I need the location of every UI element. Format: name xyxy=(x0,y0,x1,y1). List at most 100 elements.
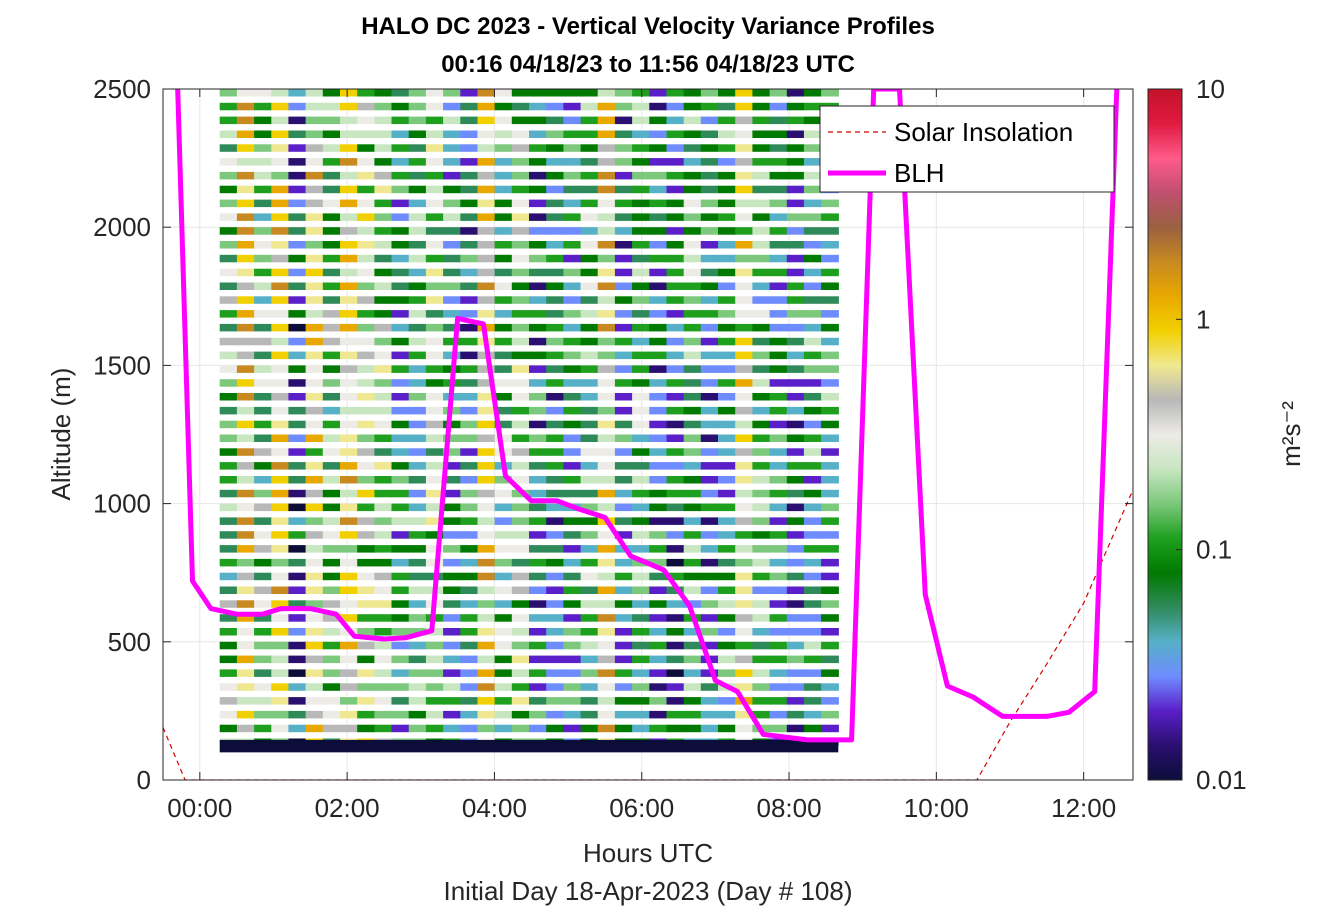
heatmap-cell xyxy=(219,600,238,608)
heatmap-cell xyxy=(357,199,375,208)
heatmap-cell xyxy=(700,379,719,387)
heatmap-cell xyxy=(374,116,393,125)
heatmap-cell xyxy=(477,130,496,138)
heatmap-cell xyxy=(752,213,771,221)
heatmap-cell xyxy=(236,614,255,622)
heatmap-cell xyxy=(322,655,341,664)
heatmap-cell xyxy=(477,724,496,733)
heatmap-cell xyxy=(511,199,530,208)
heatmap-cell xyxy=(580,116,599,125)
heatmap-cell xyxy=(219,337,238,346)
heatmap-cell xyxy=(803,545,822,553)
heatmap-cell xyxy=(614,503,633,512)
heatmap-cell xyxy=(477,282,496,290)
legend-box xyxy=(819,105,1115,193)
heatmap-cell xyxy=(666,268,685,277)
heatmap-cell xyxy=(735,227,753,235)
heatmap-cell xyxy=(529,351,547,360)
heatmap-cell xyxy=(271,227,290,235)
heatmap-cell xyxy=(408,241,427,249)
heatmap-cell xyxy=(357,420,375,429)
heatmap-cell xyxy=(322,351,341,360)
heatmap-cell xyxy=(752,227,771,235)
heatmap-cell xyxy=(786,462,805,470)
heatmap-cell xyxy=(254,393,272,401)
heatmap-cell xyxy=(219,185,238,194)
heatmap-cell xyxy=(494,365,513,373)
heatmap-cell xyxy=(821,268,839,277)
heatmap-cell xyxy=(340,323,358,332)
heatmap-cell xyxy=(460,337,479,346)
heatmap-cell xyxy=(529,600,547,608)
heatmap-cell xyxy=(357,489,375,498)
heatmap-cell xyxy=(649,337,668,346)
heatmap-cell xyxy=(563,102,582,111)
heatmap-cell xyxy=(408,669,427,677)
heatmap-cell xyxy=(769,641,788,650)
heatmap-cell xyxy=(391,406,410,415)
heatmap-cell xyxy=(322,558,341,567)
heatmap-cell xyxy=(700,420,719,429)
heatmap-cell xyxy=(511,724,530,733)
heatmap-cell xyxy=(477,268,496,277)
heatmap-cell xyxy=(683,102,702,111)
heatmap-cell xyxy=(236,558,255,567)
heatmap-cell xyxy=(340,614,358,622)
heatmap-cell xyxy=(735,545,753,553)
heatmap-cell xyxy=(408,213,427,221)
heatmap-cell xyxy=(391,697,410,705)
heatmap-cell xyxy=(666,296,685,304)
heatmap-cell xyxy=(649,531,668,539)
heatmap-cell xyxy=(271,655,290,664)
heatmap-cell xyxy=(580,600,599,608)
heatmap-cell xyxy=(700,337,719,346)
heatmap-cell xyxy=(391,282,410,290)
heatmap-cell xyxy=(219,116,238,125)
heatmap-cell xyxy=(340,268,358,277)
heatmap-cell xyxy=(529,572,547,581)
heatmap-cell xyxy=(752,171,771,180)
heatmap-cell xyxy=(786,655,805,664)
colorbar-tick-label-1: 0.1 xyxy=(1196,535,1232,565)
heatmap-cell xyxy=(649,448,668,456)
heatmap-cell xyxy=(803,282,822,290)
heatmap-cell xyxy=(219,296,238,304)
heatmap-cell xyxy=(374,697,393,705)
series-line-solar-insolation xyxy=(163,489,1133,780)
heatmap-cell xyxy=(786,102,805,111)
heatmap-cell xyxy=(374,254,393,263)
heatmap-cell xyxy=(786,558,805,567)
heatmap-cell xyxy=(340,669,358,677)
heatmap-cell xyxy=(752,185,771,194)
heatmap-cell xyxy=(563,254,582,263)
heatmap-cell xyxy=(614,683,633,691)
heatmap-cell xyxy=(803,462,822,470)
heatmap-cell xyxy=(700,614,719,622)
heatmap-cell xyxy=(563,213,582,221)
heatmap-cell xyxy=(700,476,719,484)
heatmap-cell xyxy=(494,476,513,484)
heatmap-cell xyxy=(374,241,393,249)
heatmap-cell xyxy=(254,213,272,221)
heatmap-cell xyxy=(357,517,375,525)
heatmap-cell xyxy=(477,420,496,429)
heatmap-cell xyxy=(374,517,393,525)
heatmap-cell xyxy=(374,185,393,194)
heatmap-cell xyxy=(236,710,255,719)
heatmap-cell xyxy=(529,199,547,208)
heatmap-cell xyxy=(752,199,771,208)
heatmap-cell xyxy=(271,489,290,498)
heatmap-cell xyxy=(271,669,290,677)
heatmap-cell xyxy=(580,213,599,221)
heatmap-cell xyxy=(649,199,668,208)
heatmap-cell xyxy=(511,310,530,318)
heatmap-cell xyxy=(219,199,238,208)
heatmap-cell xyxy=(786,545,805,553)
heatmap-cell xyxy=(288,697,307,705)
heatmap-cell xyxy=(529,434,547,442)
heatmap-cell xyxy=(786,406,805,415)
heatmap-cell xyxy=(236,420,255,429)
heatmap-cell xyxy=(443,268,461,277)
heatmap-cell xyxy=(460,531,479,539)
